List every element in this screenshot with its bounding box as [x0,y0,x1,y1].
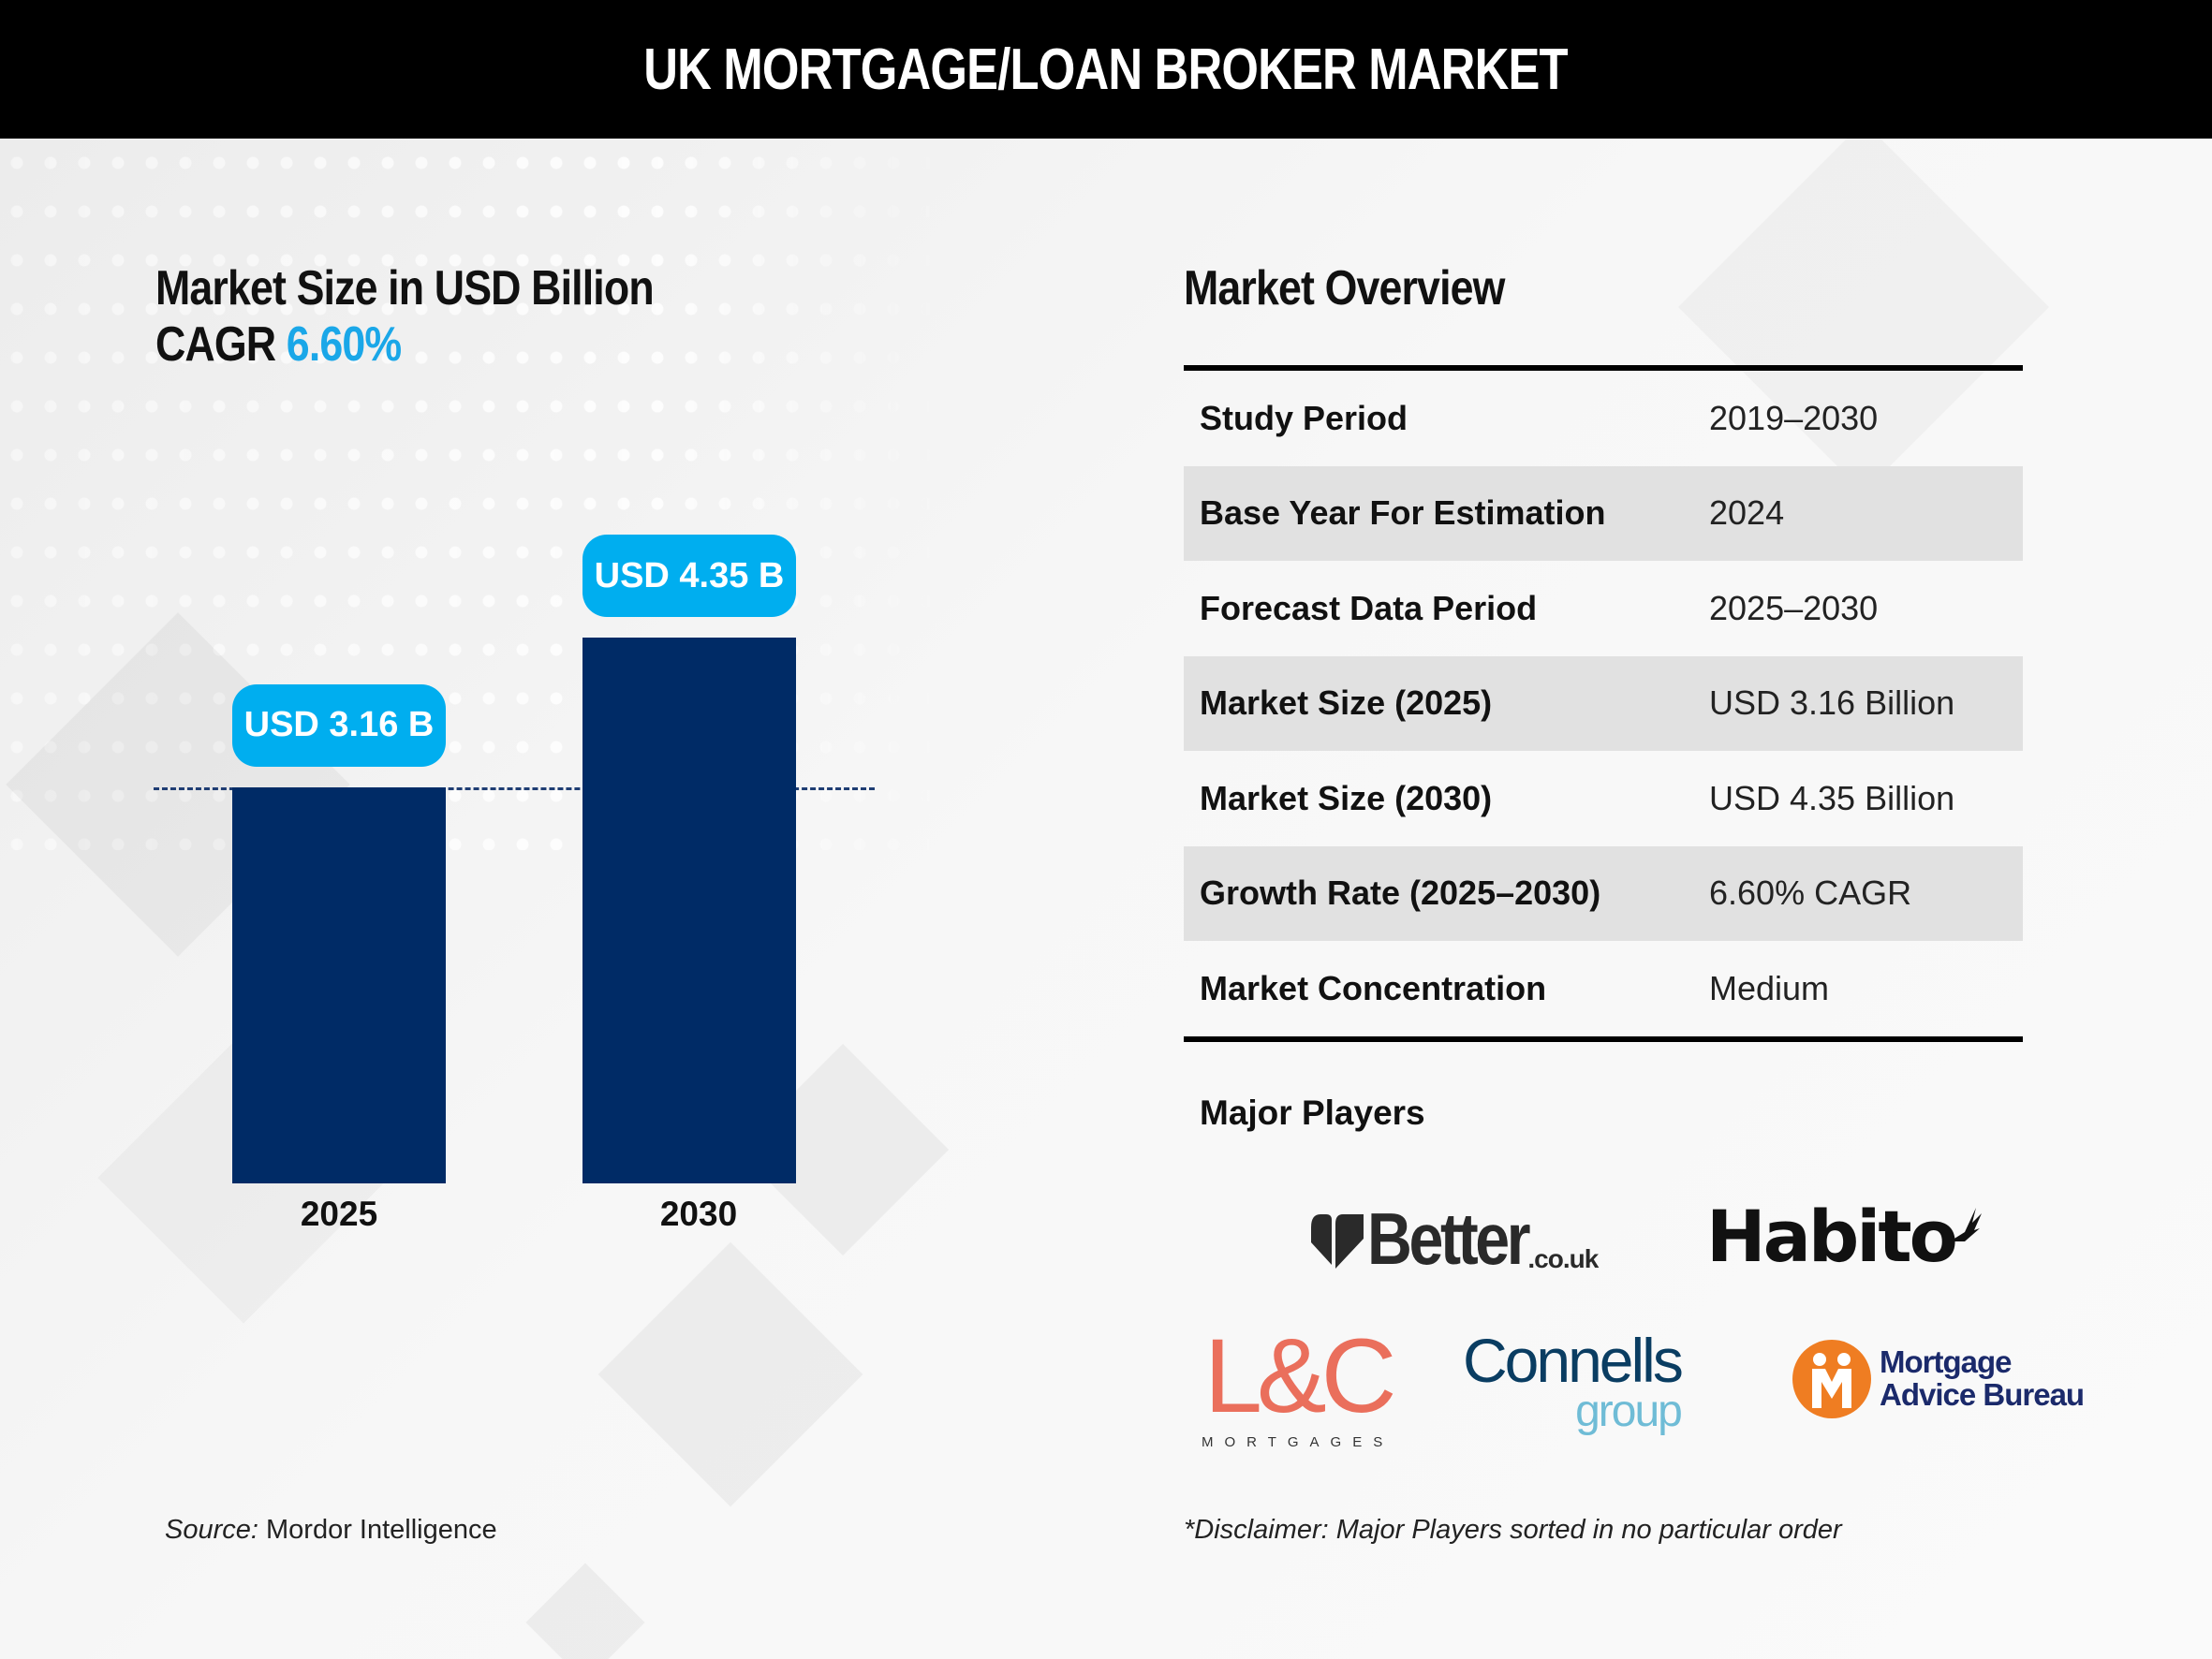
row-value: 2024 [1709,493,1785,533]
row-label: Market Concentration [1200,968,1547,1007]
bird-wing-icon [1949,1207,1982,1241]
x-tick-2030: 2030 [659,1195,738,1233]
logo-lc-main: L&C [1203,1317,1397,1434]
header-banner: UK MORTGAGE/LOAN BROKER MARKET [0,0,2212,139]
logo-better-suffix: .co.uk [1527,1244,1599,1273]
page-title: UK MORTGAGE/LOAN BROKER MARKET [643,37,1569,102]
row-label: Growth Rate (2025–2030) [1200,874,1601,913]
row-value: USD 4.35 Billion [1709,778,1955,817]
logo-mab-line1: Mortgage [1880,1344,2013,1380]
cagr-line: CAGR 6.60% [155,316,402,373]
table-row: Market Size (2030) USD 4.35 Billion [1184,751,2023,846]
logo-lc-sub: MORTGAGES [1202,1434,1394,1450]
table-row: Market Concentration Medium [1184,941,2023,1036]
major-players-title: Major Players [1200,1094,1425,1132]
logo-connells: Connells group [1463,1326,1684,1436]
row-value: Medium [1709,968,1830,1007]
row-label: Study Period [1200,398,1408,437]
data-label-2030: USD 4.35 B [582,535,796,618]
logo-connells-sub: group [1575,1387,1683,1436]
diamond-decoration [525,1563,645,1659]
table-row: Base Year For Estimation 2024 [1184,465,2023,561]
source-note: Source: Mordor Intelligence [165,1515,497,1546]
row-label: Market Size (2025) [1200,683,1493,723]
reference-line [154,786,875,790]
bar-2030 [582,638,796,1183]
logo-lc: L&C MORTGAGES [1202,1317,1397,1451]
row-value: 2019–2030 [1709,398,1879,437]
overview-title: Market Overview [1184,261,1505,316]
row-label: Forecast Data Period [1200,588,1538,627]
table-row: Study Period 2019–2030 [1184,371,2023,466]
disclaimer: *Disclaimer: Major Players sorted in no … [1184,1515,1842,1545]
table-row: Growth Rate (2025–2030) 6.60% CAGR [1184,845,2023,941]
people-icon [1792,1340,1871,1418]
bar-2025 [232,786,446,1183]
table-row: Market Size (2025) USD 3.16 Billion [1184,655,2023,751]
row-value: USD 3.16 Billion [1709,683,1955,723]
logo-connells-main: Connells [1463,1326,1684,1395]
logo-habito: Habito [1706,1195,1982,1278]
logo-habito-main: Habito [1706,1195,1958,1278]
source-label: Source: [165,1515,258,1545]
row-value: 6.60% CAGR [1709,874,1912,913]
heart-icon [1311,1213,1364,1269]
table-row: Forecast Data Period 2025–2030 [1184,561,2023,656]
logo-better-main: Better [1367,1197,1531,1280]
cagr-value: 6.60% [286,317,402,372]
logo-mab-line2: Advice Bureau [1880,1377,2085,1412]
logo-mab: Mortgage Advice Bureau [1792,1339,2085,1419]
diamond-decoration [597,1241,863,1507]
logo-better: Better .co.uk [1311,1197,1599,1282]
row-label: Base Year For Estimation [1200,493,1606,533]
source-value: Mordor Intelligence [266,1515,497,1545]
cagr-label: CAGR [155,317,276,372]
x-tick-2025: 2025 [300,1195,378,1233]
overview-table: Study Period 2019–2030 Base Year For Esti… [1184,365,2023,1042]
chart-heading: Market Size in USD Billion [155,261,655,316]
row-label: Market Size (2030) [1200,778,1493,817]
row-value: 2025–2030 [1709,588,1879,627]
data-label-2025: USD 3.16 B [232,683,446,767]
logo-mab-text: Mortgage Advice Bureau [1880,1344,2085,1412]
